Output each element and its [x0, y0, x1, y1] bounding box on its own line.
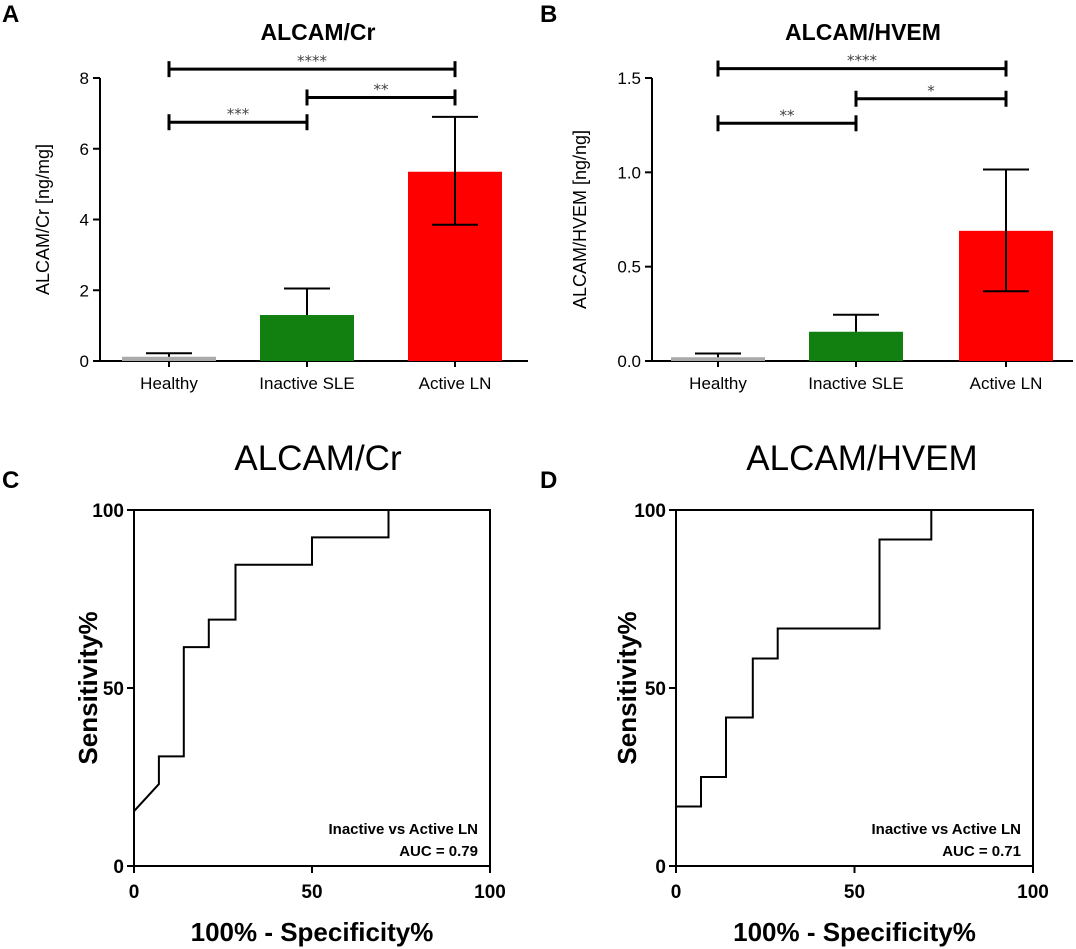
roc-curve-line [133, 510, 390, 812]
y-axis-label: ALCAM/Cr [ng/mg] [33, 144, 53, 295]
y-tick-label: 2 [80, 281, 89, 300]
category-label: Inactive SLE [808, 374, 903, 393]
y-tick-label: 6 [80, 140, 89, 159]
y-tick-label: 8 [80, 69, 89, 88]
category-label: Active LN [970, 374, 1043, 393]
panel-label-a: A [2, 1, 19, 28]
x-tick-label: 100 [474, 882, 506, 903]
significance-label: *** [227, 105, 250, 123]
roc-chart-alcam-hvem: ALCAM/HVEM 0 50 100 0 50 100 Sensitivity% 100% -… [612, 439, 1049, 947]
y-tick-label: 50 [645, 679, 666, 700]
category-label: Healthy [689, 374, 747, 393]
x-tick-label: 0 [129, 882, 140, 903]
bar-chart-alcam-cr: ALCAM/Cr ALCAM/Cr [ng/mg] 0 2 4 6 8 Healthy Inac… [33, 19, 528, 393]
significance-label: **** [847, 52, 878, 70]
y-axis-label: ALCAM/HVEM [ng/ng] [570, 130, 590, 309]
y-axis-label: Sensitivity% [73, 611, 103, 764]
comparison-annotation: Inactive vs Active LN [328, 821, 478, 838]
x-tick-label: 100 [1017, 882, 1049, 903]
x-tick-label: 0 [671, 882, 682, 903]
y-tick-label: 0 [80, 352, 89, 371]
bar [809, 331, 903, 361]
chart-title: ALCAM/HVEM [785, 19, 941, 45]
y-tick-label: 100 [634, 501, 666, 522]
panel-label-b: B [540, 1, 557, 28]
significance-label: * [927, 82, 935, 100]
significance-label: ** [780, 106, 796, 124]
y-tick-label: 4 [80, 211, 89, 230]
auc-annotation: AUC = 0.71 [942, 843, 1021, 860]
roc-curve-line [676, 510, 933, 808]
y-tick-label: 0.5 [617, 258, 641, 277]
significance-label: **** [297, 52, 328, 70]
bar-chart-alcam-hvem: ALCAM/HVEM ALCAM/HVEM [ng/ng] 0.0 0.5 1.0 1.5… [570, 19, 1073, 393]
y-tick-label: 0 [655, 857, 666, 878]
panel-label-d: D [540, 467, 557, 494]
bar [671, 357, 765, 361]
chart-title: ALCAM/Cr [234, 439, 402, 478]
roc-chart-alcam-cr: ALCAM/Cr 0 50 100 0 50 100 Sensitivity% 100% - S… [73, 439, 506, 947]
x-axis-label: 100% - Specificity% [191, 917, 434, 947]
comparison-annotation: Inactive vs Active LN [871, 821, 1021, 838]
y-tick-label: 1.5 [617, 69, 641, 88]
y-tick-label: 100 [92, 501, 124, 522]
y-tick-label: 0.0 [617, 352, 641, 371]
significance-label: ** [374, 80, 390, 98]
bar [260, 315, 354, 361]
chart-title: ALCAM/HVEM [746, 439, 977, 478]
x-tick-label: 50 [844, 882, 865, 903]
y-tick-label: 50 [103, 679, 124, 700]
auc-annotation: AUC = 0.79 [399, 843, 478, 860]
y-axis-label: Sensitivity% [612, 611, 642, 764]
x-tick-label: 50 [301, 882, 322, 903]
y-tick-label: 0 [113, 857, 124, 878]
chart-title: ALCAM/Cr [261, 19, 376, 45]
panel-label-c: C [2, 467, 19, 494]
category-label: Healthy [140, 374, 198, 393]
y-tick-label: 1.0 [617, 163, 641, 182]
x-axis-label: 100% - Specificity% [733, 917, 976, 947]
category-label: Inactive SLE [259, 374, 354, 393]
plot-frame [675, 509, 1034, 867]
category-label: Active LN [419, 374, 492, 393]
bar [122, 356, 216, 361]
